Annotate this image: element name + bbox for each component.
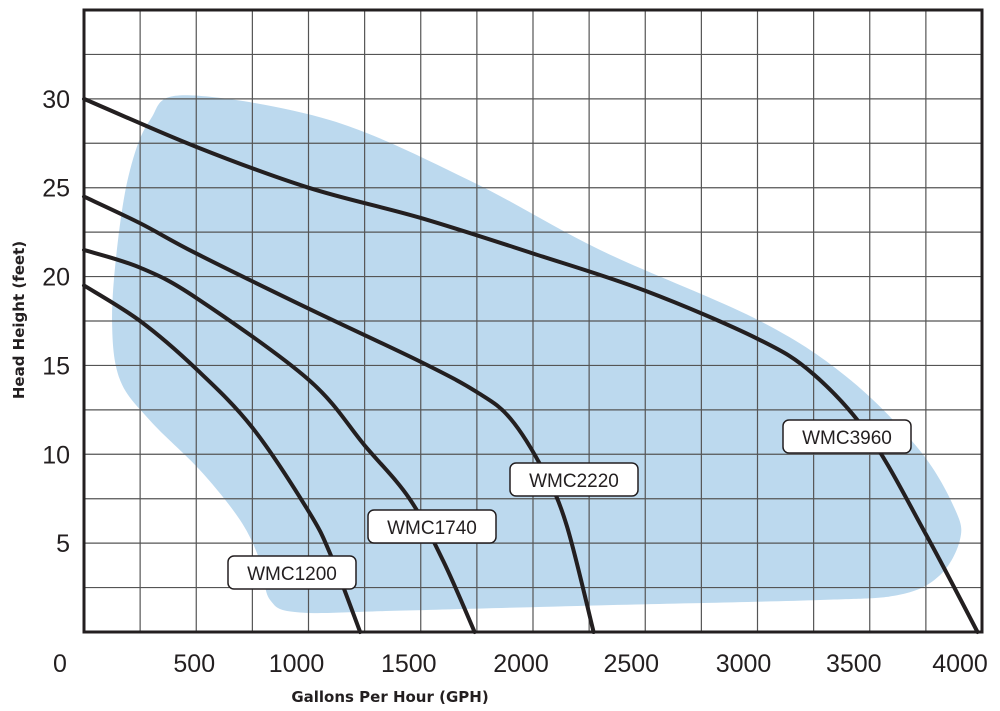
x-tick-label: 0 [53,650,67,678]
label-box [509,462,639,497]
y-tick-label: 15 [42,352,70,380]
series-label-wmc1740: WMC1740 [367,509,497,544]
curve-wmc3960 [82,96,980,634]
series-label-wmc2220: WMC2220 [509,462,639,497]
curve-wmc2220 [82,194,596,634]
label-text: WMC3960 [802,428,892,449]
y-tick-label: 5 [56,530,70,558]
plot-frame [82,8,984,634]
label-text: WMC1740 [387,518,477,539]
series-labels: WMC1200 WMC1740 WMC2220 WMC3960 [227,419,912,590]
x-tick-label: 2000 [493,650,549,678]
grid-layer [84,10,982,632]
label-box [227,555,357,590]
y-tick-label: 25 [42,175,70,203]
y-tick-label: 20 [42,264,70,292]
x-axis-label: Gallons Per Hour (GPH) [291,688,488,706]
label-text: WMC1200 [247,564,337,585]
x-tick-label: 3000 [716,650,772,678]
x-tick-label: 1000 [269,650,325,678]
series-label-wmc1200: WMC1200 [227,555,357,590]
x-tick-label: 4000 [932,650,988,678]
x-tick-label: 500 [173,650,215,678]
curve-wmc1740 [82,247,477,634]
label-box [367,509,497,544]
x-tick-label: 2500 [603,650,659,678]
y-tick-label: 30 [42,86,70,114]
label-text: WMC2220 [529,471,619,492]
y-tick-label: 10 [42,441,70,469]
operating-region-layer [112,95,962,614]
label-box [782,419,912,454]
y-axis-label: Head Height (feet) [10,241,28,399]
tick-labels: 0 500 1000 1500 2000 2500 3000 3500 4000 5 10 15 20 2… [42,86,988,678]
operating-range-region [112,95,962,614]
x-tick-label: 3500 [826,650,882,678]
x-tick-label: 1500 [381,650,437,678]
series-label-wmc3960: WMC3960 [782,419,912,454]
